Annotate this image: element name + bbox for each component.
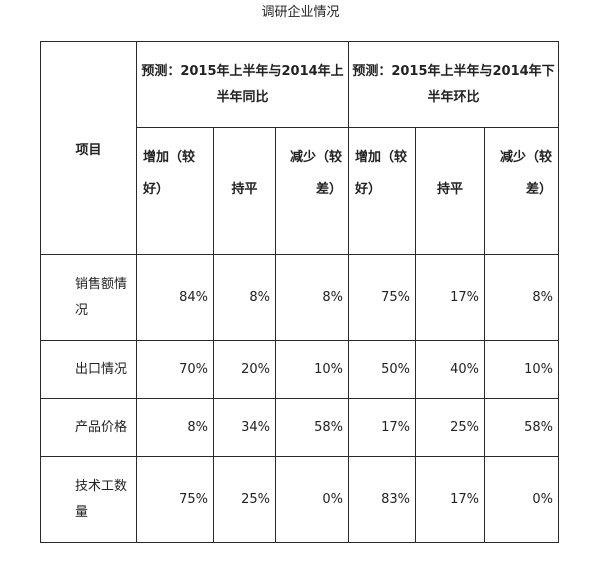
header-row-2: 增加（较好） 持平 减少（较差） 增加（较好） 持平 减少（较差） [41,127,559,255]
cell-value: 75% [136,456,214,543]
cell-value: 0% [275,456,349,543]
survey-table: 项目 预测：2015年上半年与2014年上半年同比 预测：2015年上半年与20… [40,41,559,543]
row-label: 产品价格 [40,398,137,457]
cell-value: 8% [275,254,349,341]
cell-value: 58% [484,398,559,457]
header-row-1: 项目 预测：2015年上半年与2014年上半年同比 预测：2015年上半年与20… [40,41,559,255]
table-row: 销售额情况 84% 8% 8% 75% 17% 8% [40,254,559,341]
row-label: 销售额情况 [40,254,137,341]
cell-value: 17% [415,254,485,341]
header-decrease: 减少（较差） [275,127,349,255]
cell-value: 17% [348,398,416,457]
cell-value: 8% [484,254,559,341]
cell-value: 0% [484,456,559,543]
table-row: 技术工数量 75% 25% 0% 83% 17% 0% [40,456,559,543]
cell-value: 50% [348,340,416,399]
row-label: 技术工数量 [40,456,137,543]
header-flat: 持平 [213,127,276,255]
header-flat: 持平 [415,127,485,255]
cell-value: 10% [484,340,559,399]
cell-value: 83% [348,456,416,543]
header-increase: 增加（较好） [136,127,214,255]
cell-value: 17% [415,456,485,543]
table-row: 产品价格 8% 34% 58% 17% 25% 58% [40,398,559,457]
header-item: 项目 [40,41,137,255]
header-increase: 增加（较好） [348,127,416,255]
table-caption: 调研企业情况 [261,5,340,20]
header-group-yoy: 预测：2015年上半年与2014年上半年同比 [136,41,349,128]
cell-value: 34% [213,398,276,457]
row-label: 出口情况 [40,340,137,399]
cell-value: 84% [136,254,214,341]
cell-value: 58% [275,398,349,457]
cell-value: 8% [136,398,214,457]
cell-value: 20% [213,340,276,399]
header-decrease: 减少（较差） [484,127,559,255]
cell-value: 75% [348,254,416,341]
cell-value: 8% [213,254,276,341]
header-group-hoh: 预测：2015年上半年与2014年下半年环比 [348,41,559,128]
cell-value: 70% [136,340,214,399]
cell-value: 40% [415,340,485,399]
cell-value: 10% [275,340,349,399]
cell-value: 25% [415,398,485,457]
cell-value: 25% [213,456,276,543]
table-row: 出口情况 70% 20% 10% 50% 40% 10% [40,340,559,399]
